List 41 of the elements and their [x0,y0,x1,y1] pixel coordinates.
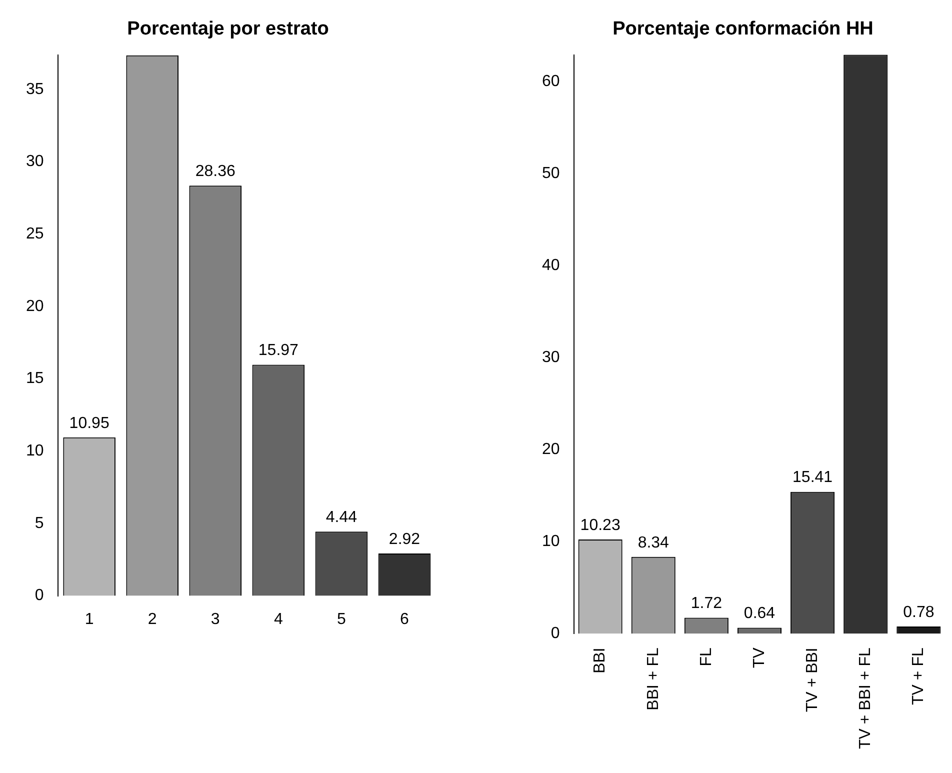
y-tick-label: 50 [542,164,560,182]
chart-title: Porcentaje por estrato [127,18,329,40]
data-label: 2.92 [388,530,420,548]
x-tick-label: FL [698,648,715,666]
data-label: 8.34 [638,534,670,552]
data-label: 0.78 [903,604,934,621]
y-tick-label: 25 [26,226,44,243]
y-tick-label: 30 [542,348,560,366]
y-tick-label: 10 [26,442,44,460]
y-tick-label: 35 [26,80,44,98]
data-label: 10.95 [69,414,110,432]
y-tick-label: 10 [542,533,560,550]
x-tick-label: 4 [274,610,283,628]
x-tick-label: 6 [400,610,410,628]
y-tick-label: 15 [26,370,44,388]
x-tick-label: BBI + FL [644,648,662,710]
y-tick-label: 20 [542,440,560,458]
y-tick-label: 60 [542,72,560,90]
x-tick-label: TV + FL [910,648,928,705]
x-tick-label: TV + BBI [804,648,821,712]
x-tick-label: 5 [336,610,346,628]
data-label: 15.41 [792,469,833,486]
y-tick-label: 0 [550,625,560,642]
chart-title: Porcentaje conformación HH [612,18,874,40]
data-label: 1.72 [690,595,722,612]
y-tick-label: 20 [26,298,44,315]
x-tick-label: 1 [84,610,94,628]
x-tick-label: TV + BBI + FL [857,648,874,749]
data-label: 4.44 [326,508,358,526]
y-tick-label: 40 [542,256,560,274]
y-tick-label: 30 [26,153,44,170]
x-tick-label: 3 [210,610,220,628]
x-tick-label: BBI [592,648,609,674]
x-tick-label: 2 [148,610,157,628]
data-label: 15.97 [258,342,299,360]
data-label: 10.23 [580,516,620,534]
y-tick-label: 5 [34,514,44,532]
y-tick-label: 0 [34,587,44,604]
data-label: 28.36 [195,162,236,180]
data-label: 0.64 [744,605,776,622]
x-tick-label: TV [750,647,768,668]
